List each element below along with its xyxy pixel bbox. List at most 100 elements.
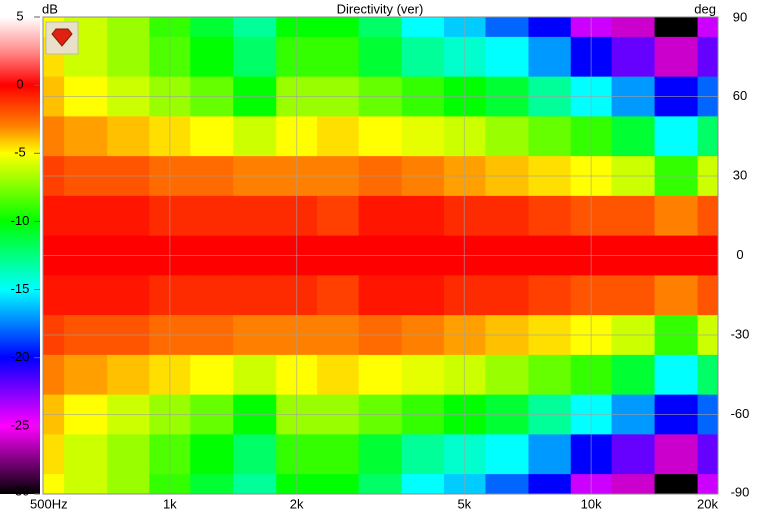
colorbar-tick-label: -10	[11, 213, 30, 228]
heat-cell	[654, 354, 699, 396]
heat-cell	[107, 434, 150, 475]
logo-gem	[51, 28, 73, 47]
colorbar-tick-label: -5	[14, 145, 26, 160]
y-tick-label: 60	[733, 88, 747, 103]
heat-cell	[43, 116, 65, 157]
heat-cell	[528, 116, 572, 157]
heat-cell	[317, 36, 360, 78]
heat-cell	[43, 195, 65, 237]
y-tick-label: 0	[736, 247, 743, 262]
chart-title: Directivity (ver)	[337, 1, 424, 16]
heat-cell	[401, 474, 445, 495]
x-tick-label: 10k	[581, 496, 602, 511]
heat-cell	[485, 434, 529, 475]
heat-cell	[190, 36, 234, 78]
y-tick-label: 30	[733, 167, 747, 182]
heat-cell	[443, 195, 486, 237]
heat-cell	[401, 116, 445, 157]
heat-cell	[443, 474, 486, 495]
heat-cell	[317, 474, 360, 495]
heat-cell	[233, 275, 277, 316]
colorbar-tick-label: 0	[16, 77, 23, 92]
y-axis-label: deg	[694, 1, 716, 16]
heat-cell	[358, 116, 403, 157]
heat-cell	[528, 434, 572, 475]
heat-cell	[485, 195, 529, 237]
heat-cell	[64, 195, 108, 237]
heat-cell	[233, 195, 277, 237]
x-tick-label: 20k	[697, 496, 718, 511]
heat-cell	[358, 474, 403, 495]
heat-cell	[358, 434, 403, 475]
heat-cell	[107, 354, 150, 396]
heat-cell	[611, 36, 656, 78]
colorbar-tick-label: -30	[11, 483, 30, 498]
heat-cell	[43, 434, 65, 475]
heat-cell	[401, 434, 445, 475]
heat-cell	[317, 116, 360, 157]
heat-cell	[64, 474, 108, 495]
heat-cell	[190, 17, 234, 38]
heat-cell	[190, 474, 234, 495]
heat-cell	[401, 354, 445, 396]
heat-cell	[107, 36, 150, 78]
heat-cell	[443, 36, 486, 78]
heat-cell	[485, 36, 529, 78]
heat-cell	[485, 474, 529, 495]
heat-cell	[233, 116, 277, 157]
heat-cell	[190, 195, 234, 237]
heat-cell	[654, 275, 699, 316]
heat-cell	[358, 354, 403, 396]
heat-cell	[43, 474, 65, 495]
heat-cell	[697, 474, 719, 495]
heat-cell	[528, 36, 572, 78]
heat-cell	[654, 17, 699, 38]
heat-cell	[190, 354, 234, 396]
heat-cell	[485, 275, 529, 316]
heat-cell	[401, 17, 445, 38]
heat-cell	[317, 195, 360, 237]
heat-cell	[358, 275, 403, 316]
heat-cell	[358, 195, 403, 237]
heat-cell	[528, 474, 572, 495]
heat-cell	[654, 474, 699, 495]
heat-cell	[528, 275, 572, 316]
heat-cell	[611, 354, 656, 396]
heat-cell	[528, 17, 572, 38]
heat-cell	[317, 434, 360, 475]
y-tick-label: -90	[731, 484, 750, 499]
heat-cell	[358, 17, 403, 38]
heat-cell	[697, 195, 719, 237]
heat-cell	[443, 116, 486, 157]
heat-cell	[654, 116, 699, 157]
heat-cell	[64, 116, 108, 157]
heat-cell	[443, 275, 486, 316]
heat-cell	[654, 434, 699, 475]
heat-cell	[317, 17, 360, 38]
heat-cell	[107, 195, 150, 237]
y-tick-label: 90	[733, 9, 747, 24]
heat-cell	[107, 17, 150, 38]
heat-cell	[358, 36, 403, 78]
heat-cell	[107, 275, 150, 316]
heat-cell	[697, 17, 719, 38]
x-tick-label: 2k	[290, 496, 304, 511]
heat-cell	[528, 195, 572, 237]
colorbar-label: dB	[42, 1, 58, 16]
heat-cell	[107, 474, 150, 495]
heat-cell	[654, 36, 699, 78]
heat-cell	[697, 36, 719, 78]
colorbar	[0, 17, 40, 494]
heat-cell	[233, 354, 277, 396]
colorbar-tick-label: -15	[11, 281, 30, 296]
heat-cell	[190, 116, 234, 157]
colorbar-tick-label: -20	[11, 349, 30, 364]
heat-cell	[528, 354, 572, 396]
heat-cell	[64, 434, 108, 475]
y-tick-label: -30	[731, 326, 750, 341]
heat-cell	[401, 36, 445, 78]
x-tick-label: 1k	[163, 496, 177, 511]
heat-cell	[611, 17, 656, 38]
colorbar-tick-label: 5	[16, 8, 23, 23]
plot-frame	[42, 16, 719, 495]
